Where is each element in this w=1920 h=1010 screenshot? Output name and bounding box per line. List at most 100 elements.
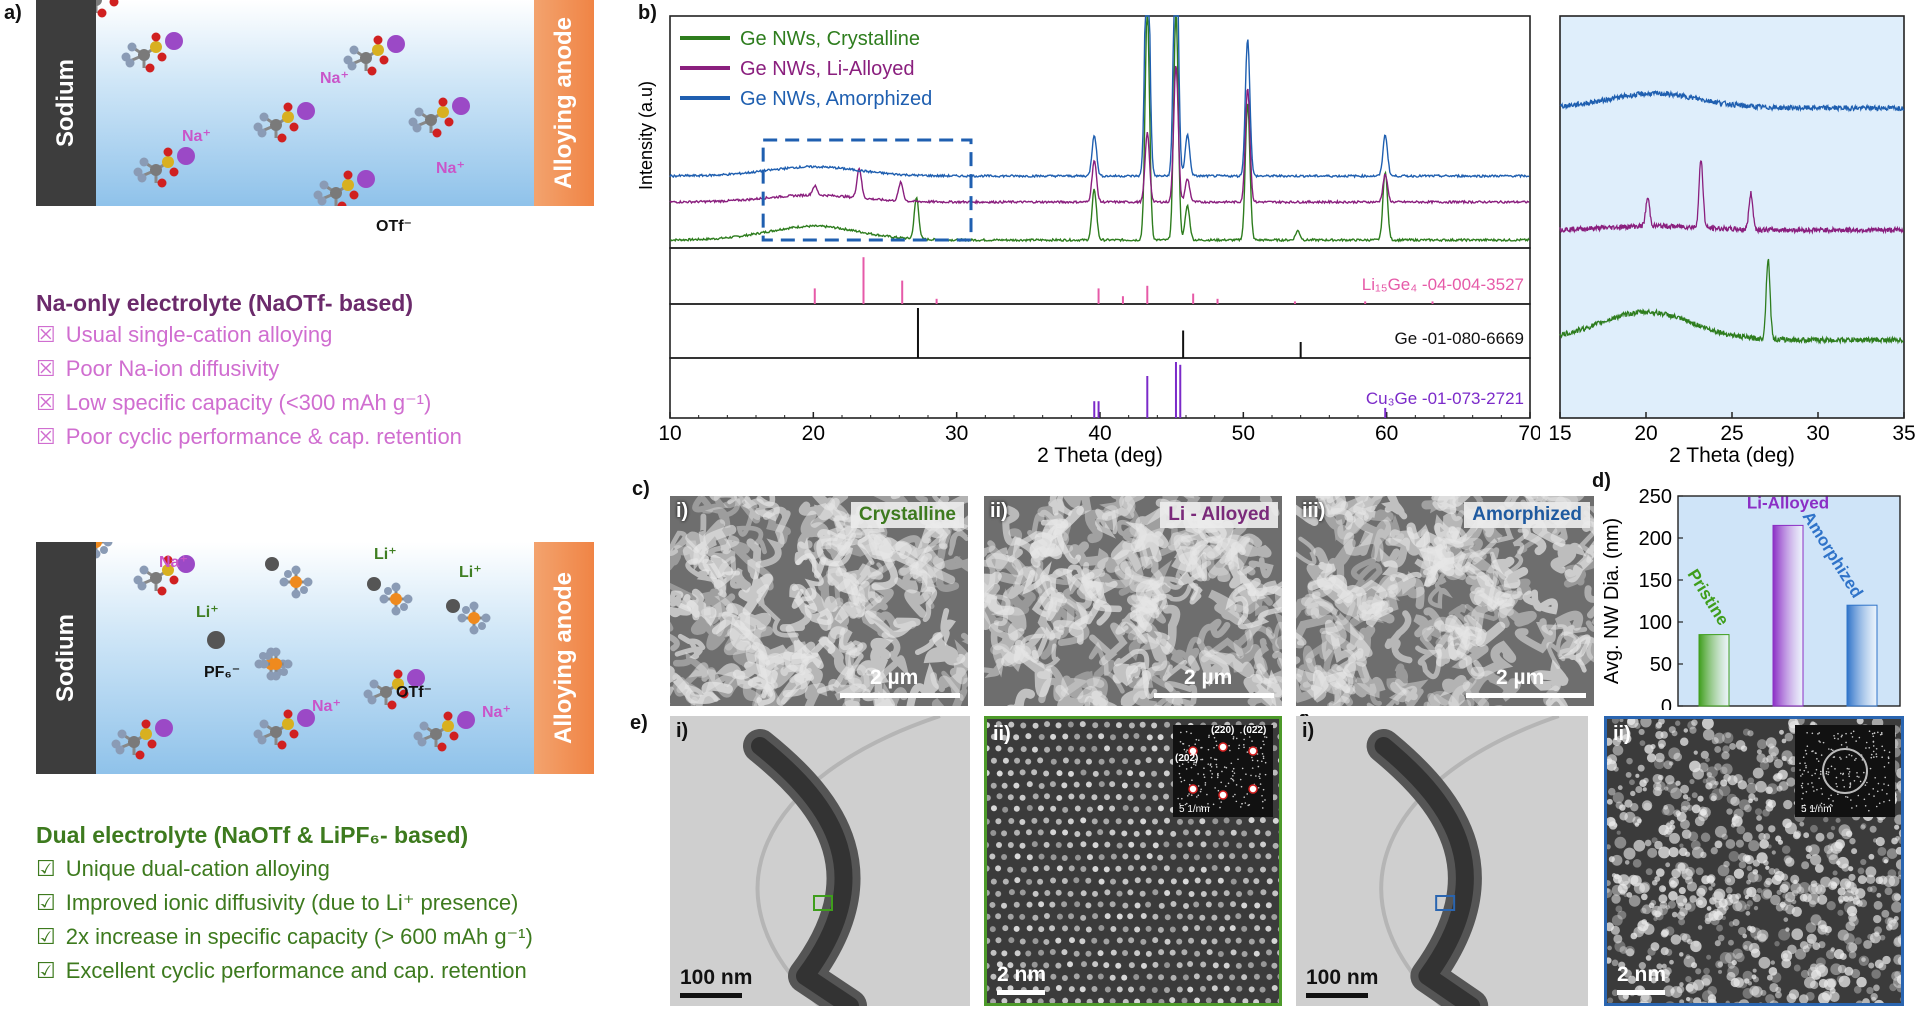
fft-inset: 5 1/nm (1795, 725, 1895, 817)
scale-bar: 2 nm (1617, 955, 1667, 995)
scale-bar: 100 nm (680, 958, 752, 998)
scale-bar-label: 2 µm (870, 666, 919, 689)
x-tick-label: 15 (1548, 422, 1571, 445)
scale-bar-line (1466, 693, 1586, 698)
x-tick-label: 30 (1806, 422, 1829, 445)
x-tick-label: 50 (1232, 422, 1255, 445)
otf-molecules-icon (96, 0, 472, 206)
xrd-series-line (669, 15, 1530, 179)
scale-bar: 2 nm (997, 955, 1047, 995)
y-tick-label: 100 (1639, 612, 1672, 634)
tem-image: i) 100 nm (670, 716, 970, 1006)
reference-label: Cu₃Ge -01-073-2721 (1366, 389, 1524, 408)
list-item-text: Usual single-cation alloying (65, 322, 333, 347)
sem-condition-label: Amorphized (1464, 502, 1590, 528)
bar-category-label: Li-Alloyed (1747, 494, 1829, 513)
zoom-region-box (761, 138, 973, 242)
dual-electrolyte-title: Dual electrolyte (NaOTf & LiPF₆- based) (36, 822, 469, 848)
image-number-label: ii) (1613, 723, 1631, 745)
y-tick-label: 200 (1639, 528, 1672, 550)
check-box-icon: ☑ (36, 857, 56, 882)
x-box-icon: ☒ (36, 425, 56, 450)
x-tick-label: 10 (658, 422, 681, 445)
xrd-main-chart: Intensity (a.u) 10 20 30 40 50 60 70 2 Theta (de… (636, 15, 1540, 467)
fft-index-label: (02̄2) (1243, 725, 1267, 736)
na-ion-label: Na⁺ (182, 128, 211, 145)
zoom-plot-area (1559, 15, 1905, 419)
li-ion-label: Li⁺ (459, 564, 482, 581)
na-ion-label: Na⁺ (436, 160, 465, 177)
list-item: ☑ Improved ionic diffusivity (due to Li⁺ … (36, 890, 518, 916)
x-tick-label: 35 (1892, 422, 1915, 445)
scale-bar-line (1617, 990, 1665, 995)
y-axis-label: Avg. NW Dia. (nm) (1601, 518, 1623, 684)
alloying-anode: Alloying anode (534, 542, 594, 774)
list-item-text: Low specific capacity (<300 mAh g⁻¹) (65, 390, 432, 415)
y-tick-label: 150 (1639, 570, 1672, 592)
scale-bar-label: 100 nm (1306, 966, 1379, 989)
list-item: ☒ Poor cyclic performance & cap. retentio… (36, 424, 462, 450)
image-number-label: ii) (990, 500, 1008, 522)
list-item: ☑ Excellent cyclic performance and cap. r… (36, 958, 527, 984)
reference-label: Li₁₅Ge₄ -04-004-3527 (1362, 275, 1524, 294)
scale-bar-line (1154, 693, 1274, 698)
na-only-title: Na-only electrolyte (NaOTf- based) (36, 290, 414, 316)
list-item-text: Poor Na-ion diffusivity (65, 356, 280, 381)
li-ion-label: Li⁺ (196, 604, 219, 621)
reference-label: Ge -01-080-6669 (1395, 329, 1524, 348)
scale-bar: 2 µm (840, 658, 960, 698)
x-box-icon: ☒ (36, 357, 56, 382)
otf-anion-label: OTf⁻ (396, 684, 432, 701)
image-number-label: iii) (1302, 500, 1326, 522)
zoom-series-line (1559, 258, 1904, 345)
y-tick-label: 250 (1639, 486, 1672, 508)
xrd-zoom-chart: 15 20 25 30 35 2 Theta (deg) (1548, 15, 1916, 467)
scale-bar-label: 100 nm (680, 966, 753, 989)
tem-image: i) 100 nm (1296, 716, 1588, 1006)
panel-d-label: d) (1592, 470, 1611, 492)
zoom-series-line (1559, 160, 1904, 235)
list-item-text: Unique dual-cation alloying (65, 856, 330, 881)
panel-b-label: b) (638, 2, 657, 24)
x-axis-label: 2 Theta (deg) (1669, 444, 1795, 467)
list-item-text: 2x increase in specific capacity (> 600 … (65, 924, 533, 949)
dual-electrolyte-schematic: Sodium Alloying anode Na⁺ Li⁺ (36, 542, 594, 774)
fft-index-label: (202̄) (1175, 753, 1199, 764)
pf6-anion-label: PF₆⁻ (204, 664, 241, 681)
scale-bar-label: 2 nm (1617, 963, 1667, 986)
na-ion-label: Na⁺ (482, 704, 511, 721)
sem-image: iii) Amorphized 2 µm (1296, 496, 1594, 706)
scale-bar-label: 2 µm (1184, 666, 1233, 689)
tem-image: ii) 2 nm 5 1/nm (2̄20) (202̄) (02̄2) (984, 716, 1282, 1006)
na-only-electrolyte-schematic: Sodium Alloying anode Na⁺ Na⁺ Na⁺ OTf⁻ (36, 0, 594, 235)
scale-bar: 2 µm (1466, 658, 1586, 698)
x-tick-label: 30 (945, 422, 968, 445)
x-tick-label: 20 (802, 422, 825, 445)
list-item: ☑ Unique dual-cation alloying (36, 856, 330, 882)
na-ion-label: Na⁺ (159, 554, 188, 571)
x-tick-label: 60 (1375, 422, 1398, 445)
scale-bar: 100 nm (1306, 958, 1378, 998)
fft-index-label: (2̄20) (1211, 725, 1235, 736)
panel-a-label: a) (4, 2, 22, 24)
panel-c-label: c) (632, 478, 650, 500)
legend-entry: Ge NWs, Li-Alloyed (740, 58, 915, 80)
scale-bar-label: 2 nm (997, 963, 1047, 986)
tem-image: ii) 2 nm 5 1/nm (1604, 716, 1904, 1006)
scale-bar-line (997, 990, 1045, 995)
image-number-label: ii) (993, 723, 1011, 745)
region-marker (813, 895, 833, 911)
alloying-anode: Alloying anode (534, 0, 594, 206)
x-box-icon: ☒ (36, 323, 56, 348)
image-number-label: i) (1302, 720, 1315, 742)
bar-amorphized (1846, 604, 1878, 707)
sem-condition-label: Li - Alloyed (1160, 502, 1278, 528)
fft-inset: 5 1/nm (2̄20) (202̄) (02̄2) (1173, 725, 1273, 817)
xrd-series-line (669, 65, 1530, 205)
scale-bar-line (840, 693, 960, 698)
fft-scale-label: 5 1/nm (1801, 804, 1832, 815)
check-box-icon: ☑ (36, 959, 56, 984)
bar-pristine (1698, 634, 1730, 707)
x-tick-label: 40 (1088, 422, 1111, 445)
